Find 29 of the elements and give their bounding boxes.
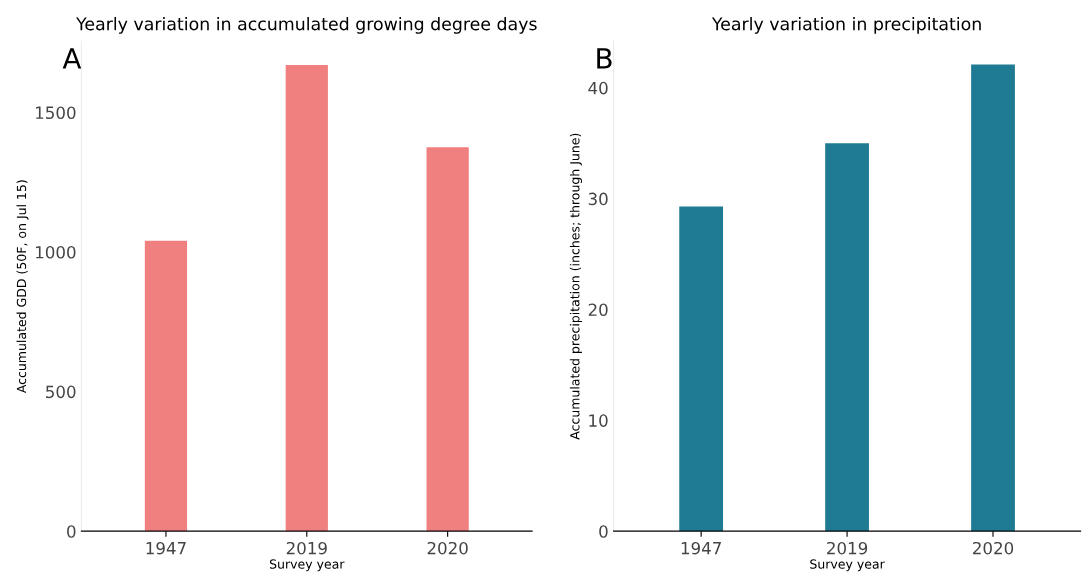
text: A	[62, 48, 82, 69]
bar	[426, 147, 469, 532]
x-axis-title: Survey year	[810, 559, 885, 572]
y-tick-label: 20	[588, 303, 608, 317]
y-tick-label: 0	[599, 525, 608, 538]
x-tick-label: 2019	[286, 541, 327, 555]
bar	[285, 64, 328, 532]
chart-title: Yearly variation in precipitation	[711, 16, 981, 34]
y-tick-label: 30	[588, 192, 608, 206]
bar	[144, 240, 188, 532]
x-tick-label: 1947	[681, 541, 721, 555]
y-tick-label: 40	[588, 81, 608, 95]
y-axis-title: Accumulated precipitation (inches; through June)	[569, 133, 582, 440]
y-tick-label: 1500	[36, 106, 76, 120]
x-tick-label: 1947	[146, 541, 186, 555]
text: B	[597, 48, 612, 69]
bar	[825, 143, 869, 532]
y-tick-label: 0	[67, 525, 76, 538]
x-axis-title: Survey year	[269, 559, 345, 572]
x-tick-label: 2020	[973, 541, 1014, 555]
y-tick-label: 500	[46, 385, 76, 399]
y-axis-title: Accumulated GDD (50F, on Jul 15)	[16, 180, 29, 394]
bar	[679, 206, 724, 532]
chart-title: Yearly variation in accumulated growing degree days	[76, 16, 537, 34]
y-tick-label: 1000	[36, 245, 76, 259]
bar	[971, 64, 1015, 532]
x-tick-label: 2019	[827, 541, 868, 555]
y-tick-label: 10	[589, 414, 608, 427]
x-tick-label: 2020	[427, 541, 468, 555]
